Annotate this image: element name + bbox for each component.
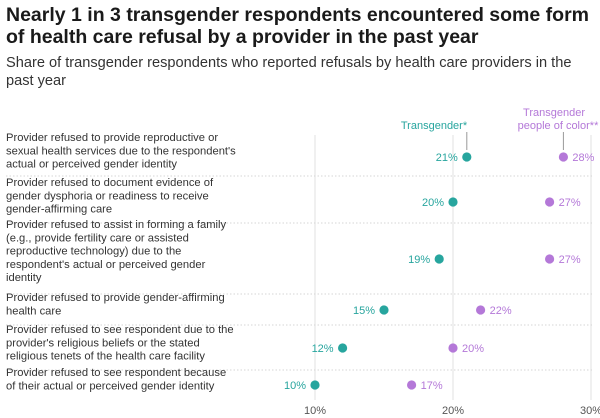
category-label: Provider refused to provide gender-affir… bbox=[6, 292, 225, 317]
dot-poc bbox=[407, 380, 417, 390]
value-label-transgender: 10% bbox=[284, 380, 306, 392]
value-label-poc: 27% bbox=[559, 254, 581, 266]
dot-poc bbox=[558, 152, 569, 162]
value-label-poc: 17% bbox=[421, 380, 443, 392]
value-label-transgender: 19% bbox=[408, 254, 430, 266]
category-label: Provider refused to document evidence of… bbox=[6, 177, 214, 216]
dot-poc bbox=[545, 254, 555, 264]
category-label: Provider refused to assist in forming a … bbox=[6, 219, 227, 284]
legend-label-transgender: Transgender* bbox=[401, 120, 468, 132]
x-tick-label: 20% bbox=[442, 405, 464, 417]
chart-subtitle: Share of transgender respondents who rep… bbox=[6, 55, 572, 89]
value-label-poc: 28% bbox=[572, 152, 594, 164]
dot-transgender bbox=[310, 380, 320, 390]
dot-transgender bbox=[434, 254, 444, 264]
value-label-poc: 27% bbox=[559, 197, 581, 209]
dot-poc bbox=[545, 197, 555, 207]
value-label-poc: 22% bbox=[490, 305, 512, 317]
legend-label-poc-line1: Transgender bbox=[523, 107, 585, 119]
dot-transgender bbox=[338, 343, 348, 353]
legend-label-poc-line2: people of color** bbox=[518, 120, 599, 132]
value-label-transgender: 21% bbox=[436, 152, 458, 164]
dot-transgender bbox=[379, 305, 389, 315]
chart-title: Nearly 1 in 3 transgender respondents en… bbox=[6, 4, 589, 48]
dot-transgender bbox=[448, 197, 458, 207]
category-label: Provider refused to see respondent becau… bbox=[6, 367, 226, 392]
value-label-transgender: 15% bbox=[353, 305, 375, 317]
dot-poc bbox=[476, 305, 486, 315]
dot-transgender bbox=[462, 152, 472, 162]
dot-poc bbox=[448, 343, 458, 353]
x-tick-label: 10% bbox=[304, 405, 326, 417]
x-tick-label: 30% bbox=[580, 405, 600, 417]
category-label: Provider refused to see respondent due t… bbox=[6, 324, 234, 363]
value-label-transgender: 12% bbox=[312, 343, 334, 355]
value-label-poc: 20% bbox=[462, 343, 484, 355]
category-label: Provider refused to provide reproductive… bbox=[6, 132, 236, 171]
value-label-transgender: 20% bbox=[422, 197, 444, 209]
